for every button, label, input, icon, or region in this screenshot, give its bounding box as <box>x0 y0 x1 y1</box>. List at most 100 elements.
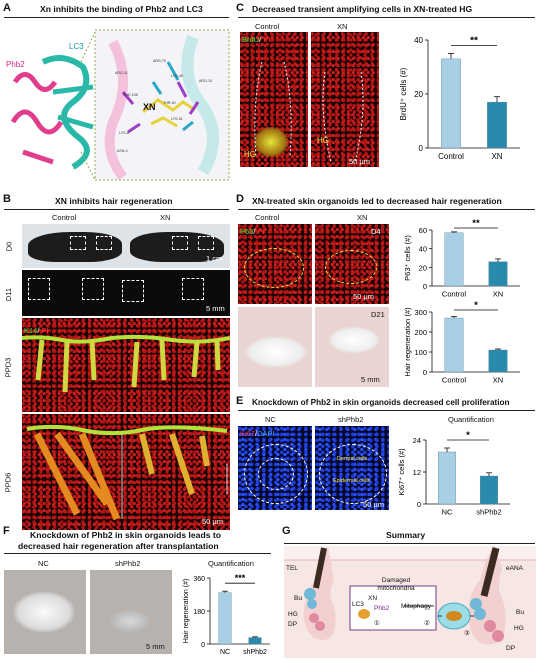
hg-label: HG <box>244 150 256 159</box>
y-tick-label: 20 <box>414 90 423 99</box>
y-axis-label: Hair regeneration (#) <box>403 307 412 377</box>
epidermal-label: Epidermal cells <box>333 478 371 484</box>
panel-f-rule <box>4 553 271 554</box>
residue-label: ASN-4 <box>117 149 128 153</box>
stain-p63: P63 <box>240 227 254 236</box>
col-xn: XN <box>357 213 368 222</box>
bar <box>441 58 461 149</box>
scale-bar-50um: 50 μm <box>353 292 374 301</box>
col-nc: NC <box>38 559 49 568</box>
residue-label: ARG-10 <box>199 79 212 83</box>
y-tick-label: 40 <box>419 245 427 254</box>
damaged-label: Damaged <box>382 577 411 584</box>
stain-sep: / <box>259 35 262 44</box>
bu-label: Bu <box>294 595 302 602</box>
bar <box>248 637 262 645</box>
col-shphb2: shPhb2 <box>338 415 364 424</box>
panel-g-rule <box>284 543 535 544</box>
bu-label: Bu <box>516 609 524 616</box>
panel-b-rule <box>4 209 229 210</box>
bar <box>487 101 507 149</box>
row-d11: D11 <box>4 287 14 302</box>
residue-label: THR-50 <box>163 101 176 105</box>
scale-bar-5mm: 5 mm <box>206 304 225 313</box>
panel-e-rule <box>238 410 535 411</box>
scale-bar-5mm: 5 mm <box>146 642 165 651</box>
col-control: Control <box>52 213 77 222</box>
phb2-label: Phb2 <box>6 60 25 69</box>
panel-d-rule <box>238 209 535 210</box>
panel-a-letter: A <box>3 2 11 14</box>
significance-label: * <box>474 300 478 311</box>
stain-pi: PI <box>39 326 49 335</box>
row-d0: D0 <box>4 241 14 252</box>
hg-label: HG <box>514 625 524 632</box>
significance-label: ** <box>470 36 478 47</box>
eana-label: eANA <box>506 565 524 572</box>
bar <box>488 261 508 287</box>
panel-a-rule <box>4 17 229 18</box>
scale-bar-50um: 50 μm <box>202 517 223 526</box>
summary-schematic: TEL eANA Bu HG DP Bu HG DP Damaged mitoc… <box>284 546 536 658</box>
d21-label: D21 <box>371 310 385 319</box>
residue-label: LYS-51 <box>171 117 183 121</box>
stain-dapi: DAPI <box>257 429 275 438</box>
step-2: ② <box>424 619 430 627</box>
panel-c-rule <box>238 17 535 18</box>
chart-e: 0 12 24 Ki67⁺ cells (#) NC shPhb2 * <box>397 430 510 517</box>
y-tick-label: 0 <box>201 642 205 649</box>
panel-a-title: Xn inhibits the binding of Phb2 and LC3 <box>40 4 203 14</box>
quant-label: Quantification <box>208 559 254 568</box>
photo-f-nc <box>4 570 86 654</box>
col-control: Control <box>255 22 280 31</box>
scale-bar-50um: 50 μm <box>349 157 370 166</box>
panel-f-title-1: Knockdown of Phb2 in skin organoids lead… <box>30 530 221 540</box>
micrograph-c-xn: HG 50 μm <box>311 32 379 167</box>
micrograph-ppd6: 50 μm <box>22 414 230 530</box>
y-axis-label: Hair regeneration (#) <box>183 579 190 644</box>
col-shphb2: shPhb2 <box>115 559 141 568</box>
bar <box>488 349 508 373</box>
photo-d-control <box>238 307 312 387</box>
lc3-label: LC3 <box>69 42 84 51</box>
quant-label: Quantification <box>448 415 494 424</box>
micrograph-d-control: P63/ PI <box>238 224 312 304</box>
col-nc: NC <box>265 415 276 424</box>
y-tick-label: 180 <box>193 609 205 616</box>
micrograph-c-control: BrdU/ PI HG <box>240 32 308 167</box>
protein-structure-figure: Phb2 LC3 ARG-11 ARG-70 LYS-49 PHE-108 TH… <box>6 29 230 181</box>
stain-sep: / <box>37 326 40 335</box>
hg-label: HG <box>317 136 329 145</box>
scale-bar-50um: 50 μm <box>363 500 384 509</box>
x-tick-label: Control <box>442 290 467 299</box>
row-ppd6: PPD6 <box>3 472 13 493</box>
panel-g-title: Summary <box>386 530 426 540</box>
panel-g-letter: G <box>282 525 291 537</box>
x-tick-label: Control <box>442 376 467 385</box>
row-ppd3: PPD3 <box>3 357 13 378</box>
y-tick-label: 200 <box>414 328 427 337</box>
y-tick-label: 360 <box>193 576 205 583</box>
x-tick-label: XN <box>493 290 503 299</box>
x-tick-label: XN <box>491 152 502 161</box>
residue-label: ARG-11 <box>115 71 128 75</box>
panel-c-letter: C <box>236 2 244 14</box>
chart-c: 0 20 40 BrdU⁺ cells (#) Control XN ** <box>399 36 520 161</box>
scale-bar-1cm: 1 cm <box>206 254 223 263</box>
x-tick-label: NC <box>220 649 230 656</box>
bar <box>437 451 457 505</box>
y-axis-label: P63⁺ cells (#) <box>403 235 412 281</box>
y-tick-label: 0 <box>419 144 424 153</box>
x-tick-label: shPhb2 <box>476 508 501 517</box>
panel-d-letter: D <box>236 193 244 205</box>
significance-label: * <box>466 430 470 441</box>
y-axis-label: BrdU⁺ cells (#) <box>399 67 408 120</box>
d4-label: D4 <box>371 227 381 236</box>
significance-label: ** <box>472 218 480 229</box>
stain-pi: PI <box>255 227 265 236</box>
x-tick-label: shPhb2 <box>243 649 267 656</box>
micrograph-ppd3: K14/ PI <box>22 318 230 412</box>
y-tick-label: 60 <box>419 226 427 235</box>
